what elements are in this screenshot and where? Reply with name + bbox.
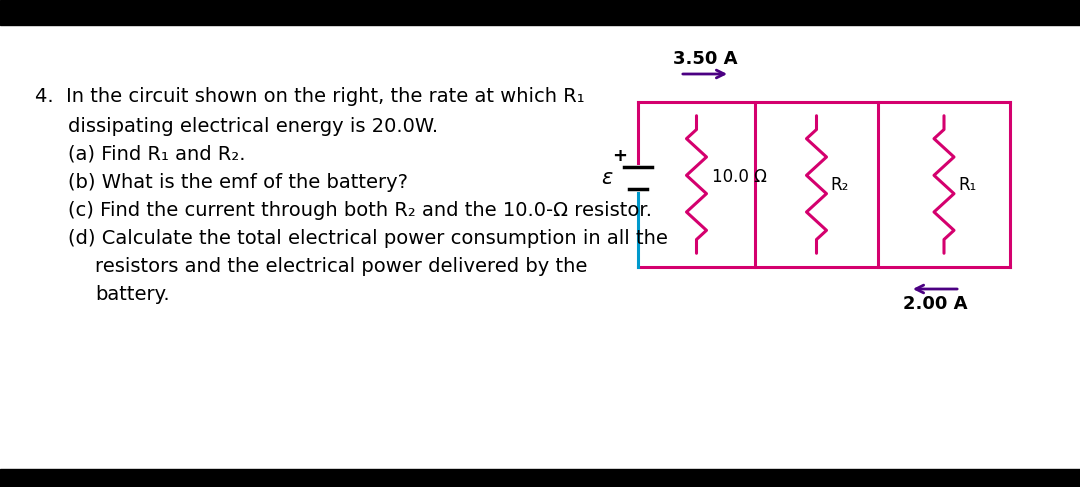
Text: battery.: battery. [95, 285, 170, 304]
Text: +: + [612, 147, 627, 165]
Text: resistors and the electrical power delivered by the: resistors and the electrical power deliv… [95, 257, 588, 276]
Text: (d) Calculate the total electrical power consumption in all the: (d) Calculate the total electrical power… [68, 229, 667, 248]
Text: R₁: R₁ [958, 175, 976, 193]
Text: 4.  In the circuit shown on the right, the rate at which R₁: 4. In the circuit shown on the right, th… [35, 87, 584, 106]
Text: ε: ε [600, 168, 612, 188]
Text: R₂: R₂ [831, 175, 849, 193]
Text: (b) What is the emf of the battery?: (b) What is the emf of the battery? [68, 173, 408, 192]
Bar [0, 0, 1080, 25]
Text: 2.00 A: 2.00 A [903, 295, 968, 313]
Text: 10.0 Ω: 10.0 Ω [713, 168, 768, 186]
Text: (c) Find the current through both R₂ and the 10.0-Ω resistor.: (c) Find the current through both R₂ and… [68, 201, 652, 220]
Text: dissipating electrical energy is 20.0W.: dissipating electrical energy is 20.0W. [68, 117, 438, 136]
Text: 3.50 A: 3.50 A [673, 50, 738, 68]
Bar [0, 469, 1080, 487]
Text: (a) Find R₁ and R₂.: (a) Find R₁ and R₂. [68, 145, 245, 164]
